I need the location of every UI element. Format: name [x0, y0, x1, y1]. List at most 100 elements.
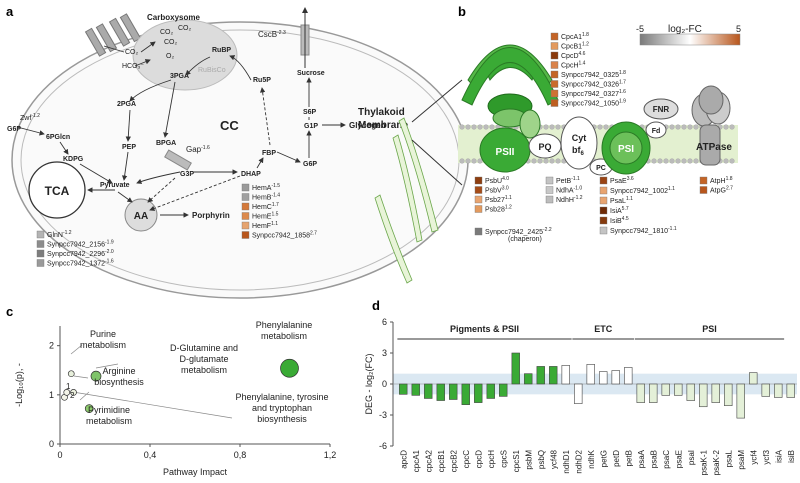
psa-gene-label: Synpcc7942_10021.1 [610, 186, 675, 195]
atpase-complex [691, 85, 731, 166]
bar-category-label: ycf48 [549, 449, 558, 469]
psa-swatch [599, 196, 608, 205]
gln-gene-label: Synpcc7942_2156-1.9 [47, 240, 114, 249]
bar-y-tick-label: 0 [382, 379, 387, 389]
bar-category-label: psbM [524, 450, 533, 470]
bar-category-label: ndhD1 [562, 449, 571, 473]
bar-category-label: cpcS1 [512, 449, 521, 472]
bar-y-tick-label: -6 [379, 441, 387, 451]
pbs-gene-label: CpcH1.4 [561, 61, 586, 70]
co2-label-4: CO₂ [125, 49, 139, 56]
carboxysome-compartment [132, 19, 238, 91]
bar-cpcH [486, 383, 495, 399]
gap-enzyme [164, 149, 192, 171]
hem-swatch [241, 202, 250, 211]
panel-a: a Carboxysome CO₂ CO₂ CO₂ CO₂ HCO₃⁻ O₂ R… [6, 4, 469, 299]
bar-psaK-1 [699, 383, 708, 408]
panel-c-label: c [6, 304, 13, 319]
annot-purine-2: metabolism [80, 340, 126, 350]
cscb-label: CscB-2.3 [258, 30, 286, 39]
bar-category-label: psaM [737, 450, 746, 470]
annot-glutamine-2: D-glutamate [179, 354, 228, 364]
panel-c: c -Log₁₀(p), - Pathway Impact 0 0,4 0,8 1,2… [6, 304, 336, 477]
scatter-x-tick-label: 0,4 [144, 450, 157, 460]
psa-swatch [599, 176, 608, 185]
bar-ycf4 [749, 372, 758, 385]
psb-swatch [474, 176, 483, 185]
hem-gene-label: HemA-1.5 [252, 183, 280, 192]
bar-petD [611, 370, 620, 385]
pet-gene-label: NdhA-1.0 [556, 186, 582, 195]
zoom-line-top [411, 79, 463, 123]
pbs-gene-label: Synpcc7942_03271.6 [561, 89, 626, 98]
scatter-points [61, 358, 299, 413]
bar-group-headers: Pigments & PSII ETC PSI [397, 324, 785, 340]
psa-gene-label: IsiB4.5 [610, 216, 629, 225]
psi-label: PSI [618, 144, 634, 155]
atp-gene-label: AtpH1.8 [710, 176, 733, 185]
bar-category-label: isiA [774, 449, 783, 463]
atpase-label: ATPase [696, 142, 732, 153]
dhap-label: DHAP [241, 171, 261, 178]
bar-category-label: cpcS [499, 450, 508, 468]
annot-purine-1: Purine [90, 329, 116, 339]
pbs-gene-label: Synpcc7942_03251.8 [561, 70, 626, 79]
fbp-label: FBP [262, 150, 276, 157]
bar-category-label: cpcD [474, 450, 483, 468]
atp-gene-label: AtpG2.7 [710, 186, 733, 195]
cluster-label-2: 2 [70, 391, 75, 400]
bar-psaB [649, 383, 658, 403]
bar-category-label: cpcA2 [424, 449, 433, 472]
annot-glutamine-1: D-Glutamine and [170, 343, 238, 353]
sucrose-label: Sucrose [297, 70, 325, 77]
hem-swatch [241, 221, 250, 230]
pbs-gene-list: CpcA11.8CpcB11.2CpcD4.6CpcH1.4Synpcc7942… [550, 32, 626, 108]
bar-petB [624, 367, 633, 385]
gln-gene-label: Synpcc7942_1372-1.6 [47, 259, 114, 268]
bar-y-tick-label: 6 [382, 317, 387, 327]
annot-phetyrtrp-3: biosynthesis [257, 414, 307, 424]
amino-acids [124, 198, 158, 232]
fnr-enzyme [643, 98, 679, 120]
bar-category-label: petB [624, 450, 633, 466]
group-label: PSI [702, 324, 717, 334]
bar-cpcC [461, 383, 470, 405]
hem-swatch [241, 183, 250, 192]
3pga-label: 3PGA [170, 73, 189, 80]
tca-cycle [28, 161, 86, 219]
pet-swatch [545, 195, 554, 204]
pet-swatch [545, 176, 554, 185]
pbs-swatch [550, 80, 559, 88]
s6p-label: S6P [303, 109, 317, 116]
bar-ndhD2 [574, 383, 583, 404]
chaperone-gene: Synpcc7942_2425-2.2 [474, 227, 552, 236]
psb-gene-label: Psb281.2 [485, 205, 512, 214]
pbs-swatch [550, 42, 559, 50]
psa-gene-label: IsiA5.7 [610, 206, 629, 215]
bar-category-label: cpcA1 [412, 449, 421, 472]
rubisco-label: RuBisCo [198, 67, 226, 74]
pyruvate-label: Pyruvate [100, 182, 130, 189]
pbs-gene-label: CpcD4.6 [561, 51, 586, 60]
calvin-cycle-label: CC [220, 118, 239, 133]
co2-label-3: CO₂ [164, 39, 178, 46]
gap-label: Gap-1.6 [186, 145, 210, 154]
scatter-y-tick-label: 0 [49, 439, 54, 449]
annot-pyrimidine-1: Pyrimidine [88, 405, 130, 415]
g3p-label: G3P [180, 171, 194, 178]
gln-gene-label: GlnN-1.2 [47, 230, 72, 239]
annot-arginine-1: Arginine [102, 366, 135, 376]
scatter-y-tick-label: 1 [49, 390, 54, 400]
transporter-right [108, 13, 142, 47]
psa-swatch [599, 216, 608, 225]
bar-category-label: ycf3 [762, 449, 771, 464]
bar-category-label: isiB [787, 450, 796, 463]
psa-swatch [599, 226, 608, 235]
psa-gene-label: Synpcc7942_1810-1.1 [610, 226, 677, 235]
group-label: ETC [594, 324, 613, 334]
bar-category-label: ndhD2 [574, 449, 583, 473]
bar-y-label: DEG - log₂(FC) [364, 354, 374, 415]
bar-psaK-2 [711, 383, 720, 403]
gln-swatch [36, 249, 45, 258]
